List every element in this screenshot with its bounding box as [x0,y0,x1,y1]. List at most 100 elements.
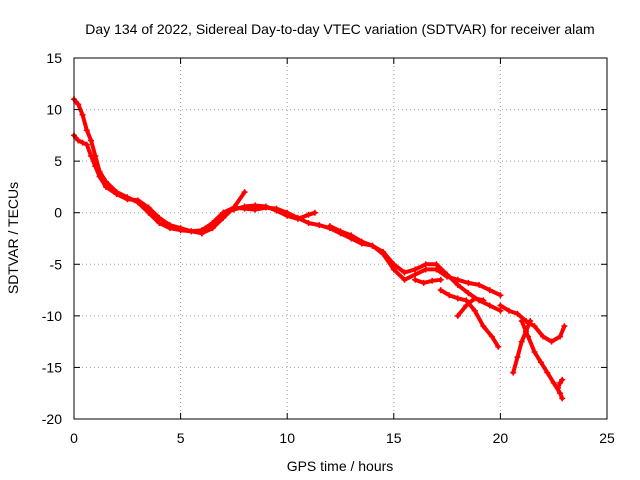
data-point [412,276,419,283]
data-point [401,269,408,276]
y-tick-label: 0 [54,205,62,221]
y-tick-label: -10 [42,308,62,324]
data-point [422,261,429,268]
y-tick-label: 10 [46,102,62,118]
data-point [510,369,517,376]
data-point [497,307,504,314]
data-series [71,96,568,402]
axis-ticks: 0 5 10 15 20 25 -20 -15 -10 -5 0 5 10 15 [42,50,615,446]
data-point [476,281,483,288]
series-line [519,319,565,401]
data-point [188,228,195,235]
data-point [156,220,163,227]
data-point [480,323,487,330]
data-point [433,261,440,268]
data-point [446,292,453,299]
data-point [454,276,461,283]
data-point [518,338,525,345]
series-track-5 [412,276,444,286]
data-point [557,390,564,397]
data-point [471,295,478,302]
data-point [198,230,205,237]
data-point [102,183,109,190]
data-point [369,242,376,249]
x-tick-label: 5 [177,430,185,446]
data-point [348,232,355,239]
data-point [525,333,532,340]
data-point [544,369,551,376]
data-point [380,248,387,255]
data-point [557,333,564,340]
data-point [305,220,312,227]
data-point [437,276,444,283]
data-point [554,385,561,392]
data-point [358,238,365,245]
data-point [429,277,436,284]
data-point [480,297,487,304]
data-point [79,139,86,146]
data-point [156,214,163,221]
grid-lines [74,58,607,419]
x-tick-label: 0 [70,430,78,446]
data-point [220,209,227,216]
chart-title: Day 134 of 2022, Sidereal Day-to-day VTE… [85,21,594,37]
data-point [540,333,547,340]
data-point [444,271,451,278]
y-axis-label: SDTVAR / TECUs [5,182,21,294]
series-track-8 [497,302,568,345]
data-point [305,211,312,218]
data-point [92,163,99,170]
data-point [113,191,120,198]
data-point [497,292,504,299]
data-point [75,101,82,108]
data-point [209,220,216,227]
data-point [284,212,291,219]
data-point [294,215,301,222]
data-point [514,310,521,317]
x-tick-label: 10 [279,430,295,446]
data-point [454,281,461,288]
data-point [437,287,444,294]
data-point [145,209,152,216]
data-point [96,173,103,180]
y-tick-label: -20 [42,411,62,427]
data-point [488,333,495,340]
data-point [390,266,397,273]
series-line [438,288,501,349]
data-point [561,323,568,330]
x-axis-label: GPS time / hours [287,458,394,474]
data-point [88,152,95,159]
data-point [75,137,82,144]
data-point [241,189,248,196]
data-point [422,266,429,273]
data-point [401,276,408,283]
data-point [134,197,141,204]
y-tick-label: 15 [46,50,62,66]
data-point [230,206,237,213]
series-track-11 [554,376,566,392]
data-point [273,207,280,214]
data-point [463,297,470,304]
data-point [88,137,95,144]
data-point [433,266,440,273]
x-tick-label: 25 [599,430,615,446]
series-track-9 [510,318,534,376]
series-line [455,296,486,318]
data-point [311,209,318,216]
data-point [550,379,557,386]
data-point [531,348,538,355]
data-point [497,302,504,309]
series-track-3 [198,202,318,237]
data-point [166,222,173,229]
data-point [531,323,538,330]
data-point [241,203,248,210]
data-point [220,214,227,221]
data-point [465,290,472,297]
data-point [252,202,259,209]
data-point [124,196,131,203]
data-point [559,395,566,402]
series-track-6 [437,287,502,350]
series-track-2 [71,132,248,237]
data-point [209,225,216,232]
data-point [486,302,493,309]
